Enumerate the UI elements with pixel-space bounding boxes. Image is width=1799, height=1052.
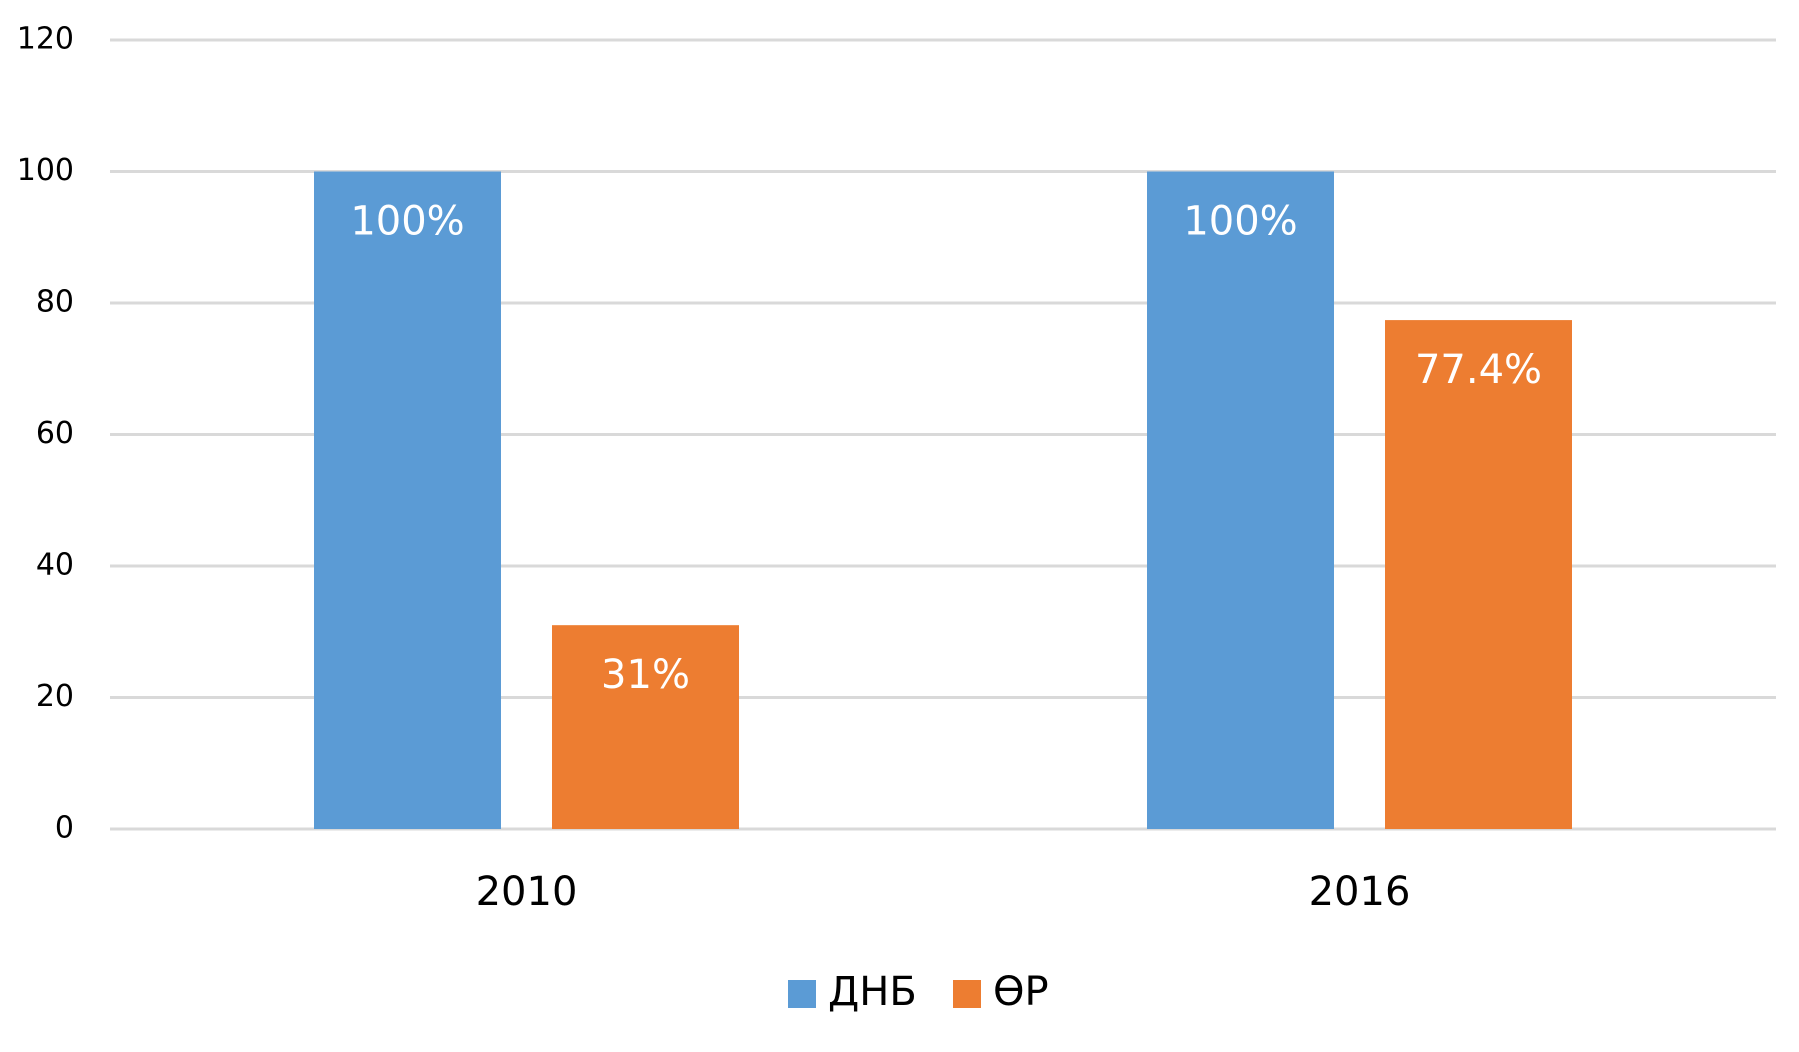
value-label: 100%	[1183, 199, 1297, 245]
bar	[552, 625, 739, 829]
value-label: 100%	[350, 199, 464, 245]
bar	[314, 171, 501, 829]
value-label: 77.4%	[1415, 347, 1542, 393]
legend-label: ӨР	[993, 969, 1049, 1015]
y-tick-label: 0	[55, 811, 74, 846]
legend-swatch	[788, 980, 816, 1008]
value-label: 31%	[601, 652, 690, 698]
bar	[1147, 171, 1334, 829]
x-tick-label: 2016	[1309, 869, 1411, 915]
y-tick-label: 60	[36, 416, 74, 451]
x-tick-label: 2010	[476, 869, 578, 915]
y-tick-label: 80	[36, 285, 74, 320]
y-tick-label: 100	[17, 153, 74, 188]
y-tick-label: 40	[36, 548, 74, 583]
y-tick-label: 120	[17, 22, 74, 57]
legend-label: ДНБ	[828, 969, 917, 1015]
legend-swatch	[953, 980, 981, 1008]
y-tick-label: 20	[36, 679, 74, 714]
bar	[1385, 320, 1572, 829]
